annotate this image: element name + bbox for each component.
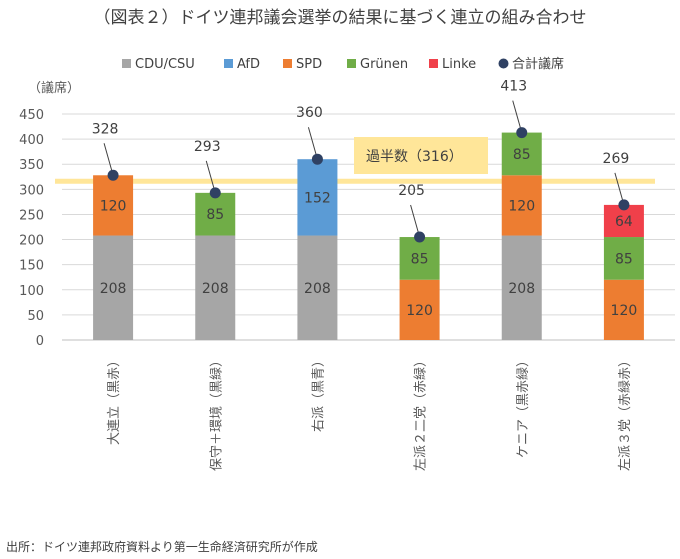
data-label: 208: [202, 281, 229, 297]
total-leader-line: [205, 160, 216, 193]
bar-segment: [501, 132, 542, 176]
bar-segment: [93, 175, 134, 236]
total-label: 293: [194, 139, 221, 155]
bar-segment: [195, 192, 236, 236]
data-label: 120: [611, 303, 638, 319]
y-tick-label: 250: [19, 208, 44, 223]
y-tick-label: 0: [36, 334, 44, 349]
y-tick-label: 200: [19, 234, 44, 249]
legend-swatch: [122, 59, 131, 68]
total-marker: [209, 187, 221, 199]
bar-segment: [603, 237, 644, 280]
bars: 208 120 208 85 208 152 120 85 208 120 85 120 85 64: [93, 132, 644, 340]
x-tick-label: 左派３党（赤緑赤）: [618, 354, 633, 471]
legend-swatch: [224, 59, 233, 68]
chart-title: （図表２）ドイツ連邦議会選挙の結果に基づく連立の組み合わせ: [94, 8, 587, 28]
data-label: 85: [615, 251, 633, 267]
x-tick-label: 大連立（黒赤）: [107, 354, 122, 445]
totals: 328 293 360 205 413 269: [92, 79, 630, 243]
y-tick-label: 450: [19, 108, 44, 123]
legend-label: Grünen: [360, 57, 408, 72]
bar-segment: [603, 279, 644, 340]
bar-segment: [195, 235, 236, 340]
legend-label: 合計議席: [512, 56, 564, 72]
x-tick-label: 右派（黒青）: [311, 354, 326, 432]
y-tick-label: 350: [19, 158, 44, 173]
bar-segment: [93, 235, 134, 340]
data-label: 208: [100, 281, 127, 297]
legend-label: AfD: [237, 57, 260, 72]
y-tick-label: 300: [19, 183, 44, 198]
legend-swatch: [347, 59, 356, 68]
total-marker: [414, 231, 426, 243]
x-tick-label: 保守＋環境（黒緑）: [209, 354, 224, 471]
data-label: 208: [508, 281, 535, 297]
threshold-label: 過半数（316）: [366, 149, 463, 165]
bar-segment: [297, 235, 338, 340]
x-axis-ticks: 大連立（黒赤） 保守＋環境（黒緑） 右派（黒青） 左派２二党（赤緑） ケニア（黒赤緑） 左…: [107, 354, 633, 471]
total-label: 269: [603, 151, 630, 167]
total-leader-line: [307, 127, 318, 160]
threshold-label-box: [354, 137, 488, 174]
bar-segment: [399, 279, 440, 340]
bar-segment: [399, 237, 440, 280]
total-marker: [618, 199, 630, 211]
x-tick-label: ケニア（黒赤緑）: [516, 354, 531, 458]
total-marker: [107, 169, 119, 181]
x-tick-label: 左派２二党（赤緑）: [414, 354, 429, 471]
total-marker: [516, 127, 528, 139]
total-label: 360: [296, 105, 323, 121]
legend: CDU/CSU AfD SPD Grünen Linke 合計議席: [122, 56, 564, 72]
data-label: 120: [100, 198, 127, 214]
y-tick-label: 400: [19, 133, 44, 148]
legend-label: Linke: [442, 57, 476, 72]
data-label: 85: [513, 147, 531, 163]
total-leader-line: [103, 143, 114, 176]
legend-label: CDU/CSU: [135, 57, 195, 72]
data-label: 208: [304, 281, 331, 297]
data-label: 120: [508, 198, 535, 214]
bar-segment: [297, 159, 338, 236]
legend-swatch: [429, 59, 438, 68]
legend-label: SPD: [296, 57, 322, 72]
y-tick-label: 150: [19, 259, 44, 274]
data-label: 85: [411, 251, 429, 267]
data-label: 152: [304, 190, 331, 206]
source-note: 出所：ドイツ連邦政府資料より第一生命経済研究所が作成: [6, 539, 318, 554]
y-tick-label: 100: [19, 284, 44, 299]
data-label: 120: [406, 303, 433, 319]
total-label: 328: [92, 121, 119, 137]
total-label: 413: [500, 79, 527, 95]
legend-swatch: [283, 59, 292, 68]
data-label: 64: [615, 214, 633, 230]
bar-segment: [501, 175, 542, 236]
y-axis-ticks: 0 50 100 150 200 250 300 350 400 450: [19, 108, 44, 349]
total-leader-line: [614, 172, 625, 206]
y-axis-label: （議席）: [28, 80, 80, 96]
total-label: 205: [398, 183, 425, 199]
legend-marker: [498, 58, 509, 69]
data-label: 85: [206, 207, 224, 223]
bar-segment: [501, 235, 542, 340]
total-marker: [311, 153, 323, 165]
total-leader-line: [512, 100, 523, 133]
y-tick-label: 50: [27, 309, 44, 324]
majority-threshold: 過半数（316）: [55, 137, 655, 184]
total-leader-line: [410, 204, 421, 238]
